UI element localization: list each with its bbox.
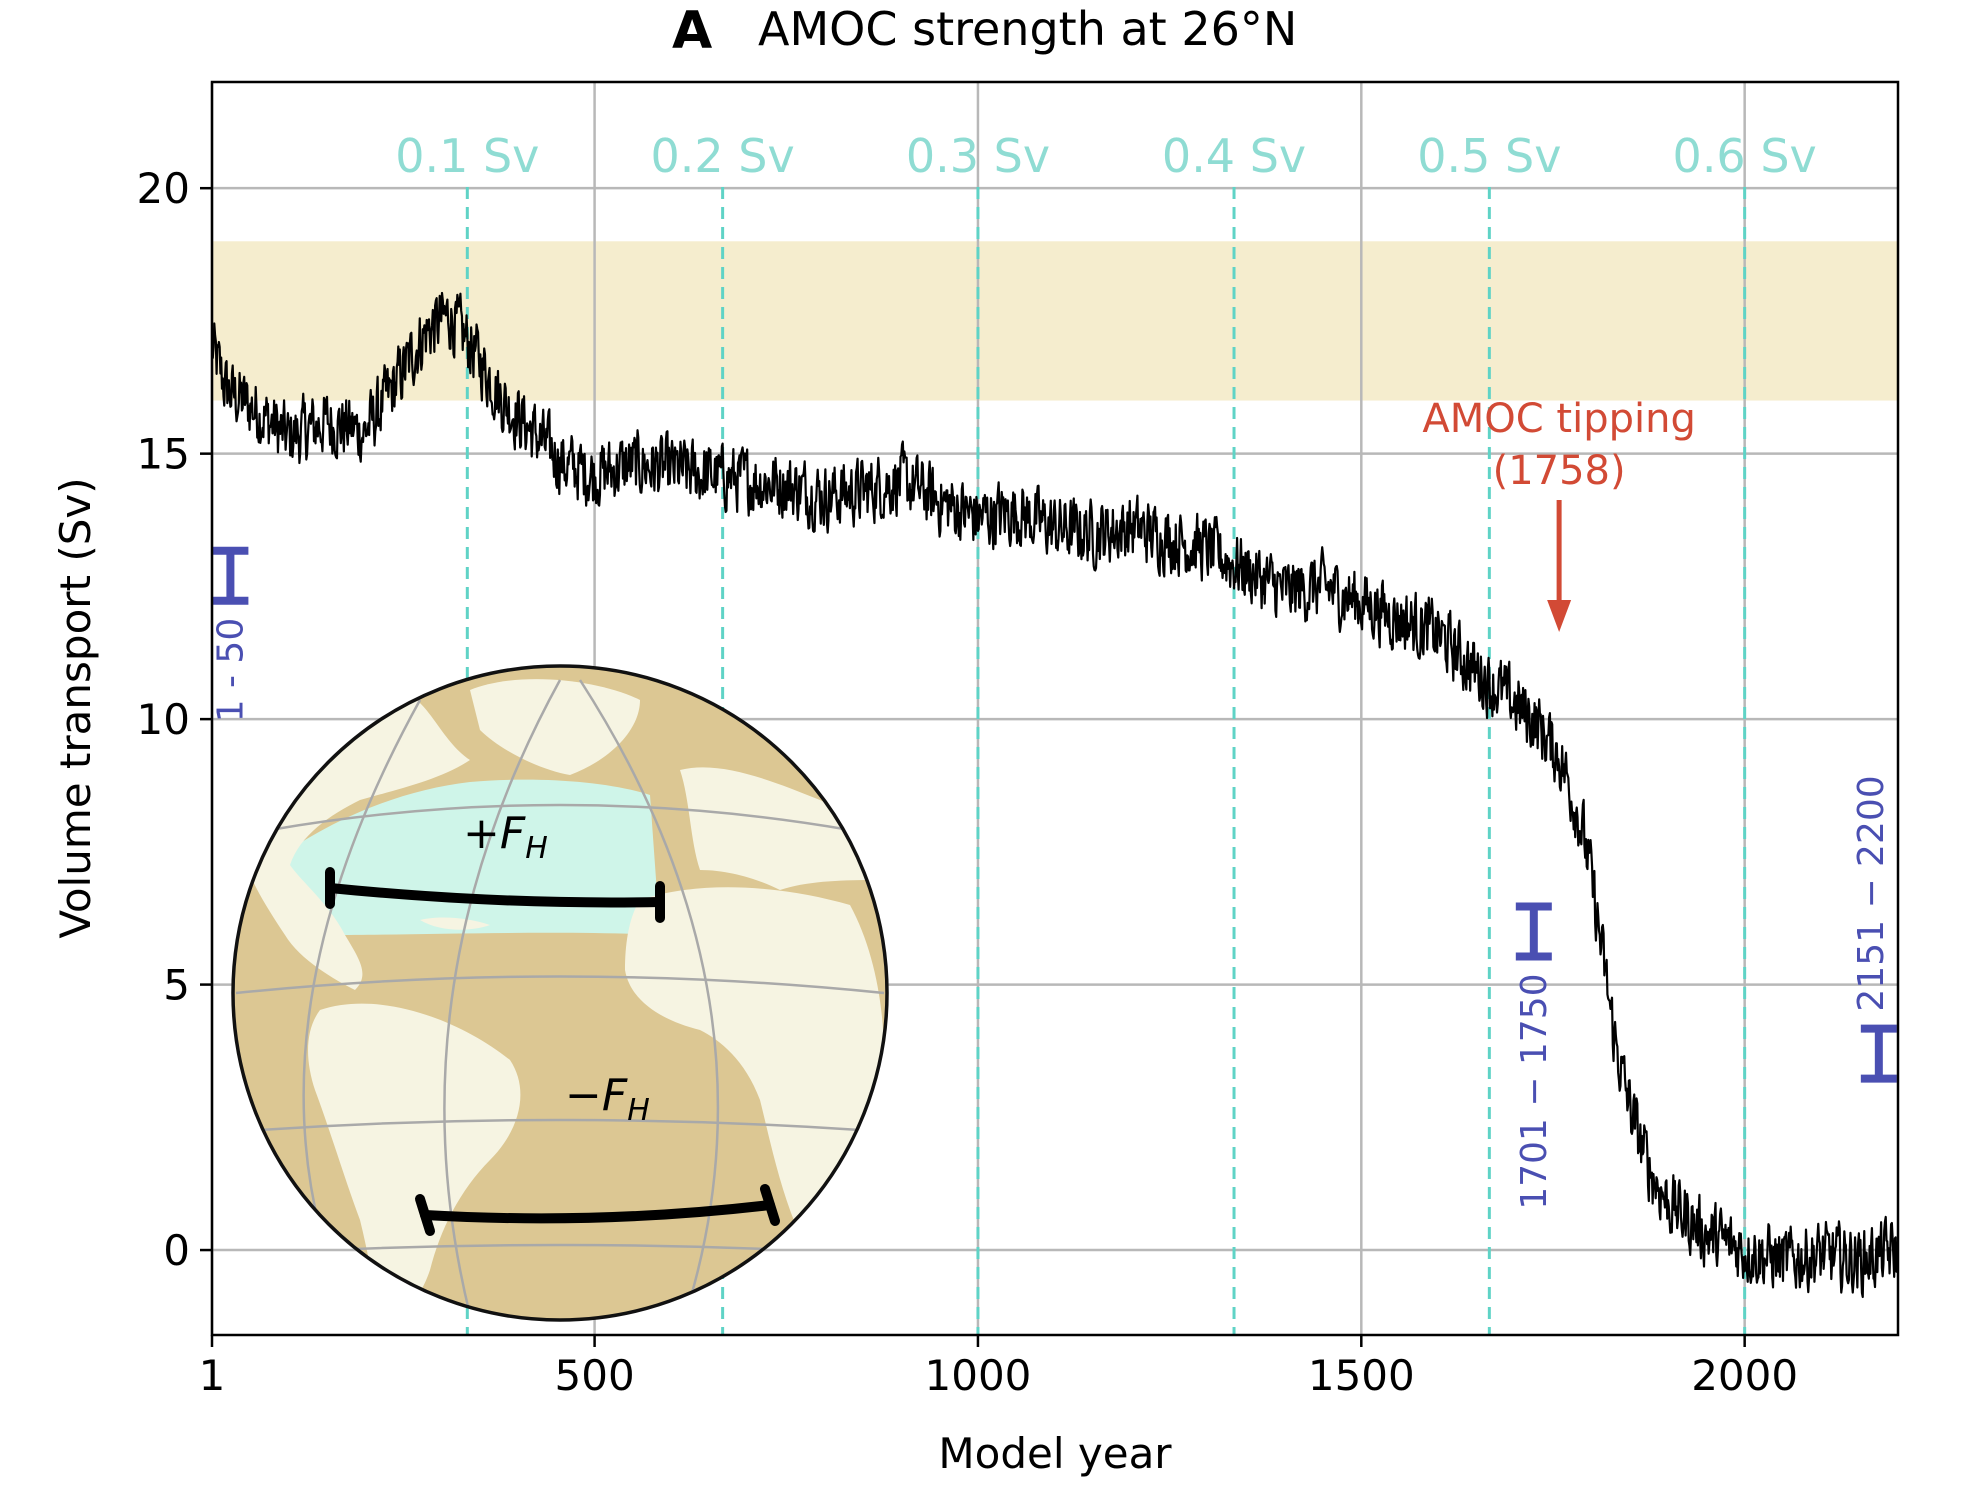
- x-tick-label: 500: [555, 1351, 635, 1400]
- label-north-sub: H: [525, 831, 548, 866]
- y-tick-label: 10: [137, 695, 190, 744]
- x-tick-label: 1: [199, 1351, 226, 1400]
- forcing-label: 0.4 Sv: [1162, 129, 1306, 183]
- forcing-label: 0.5 Sv: [1417, 129, 1561, 183]
- title-text: AMOC strength at 26°N: [758, 2, 1297, 56]
- label-south-sub: H: [627, 1093, 650, 1128]
- land-caribbean: [420, 917, 490, 930]
- forcing-label: 0.6 Sv: [1673, 129, 1817, 183]
- tipping-year-label: (1758): [1493, 448, 1626, 494]
- averaging-period-marker: 1701 − 1750: [1514, 902, 1555, 1210]
- observed-range-band: [212, 241, 1898, 401]
- period-label: 2151 − 2200: [1851, 775, 1892, 1011]
- label-south-forcing: −FH: [565, 1070, 650, 1128]
- forcing-markers: 0.1 Sv 0.2 Sv 0.3 Sv 0.4 Sv 0.5 Sv 0.6 Sv: [395, 129, 1817, 1335]
- x-tick-label: 1500: [1308, 1351, 1415, 1400]
- land-africa: [625, 887, 884, 1235]
- label-north-forcing: +FH: [463, 808, 548, 866]
- globe-outline: [231, 664, 889, 1322]
- y-tick-label: 0: [163, 1226, 190, 1275]
- land-greenland: [470, 679, 640, 775]
- period-label: 1 - 50: [210, 618, 251, 723]
- y-axis-label: Volume transport (Sv): [51, 477, 100, 938]
- transect-south: [415, 1184, 780, 1236]
- tipping-arrow-head: [1547, 600, 1572, 632]
- panel-letter: A: [672, 1, 712, 61]
- label-south-main: −F: [565, 1070, 628, 1121]
- y-tick-label: 5: [163, 961, 190, 1010]
- observed-band-layer: [212, 241, 1898, 401]
- averaging-periods: 1 - 50 1701 − 1750 2151 − 2200: [210, 546, 1897, 1210]
- inset-globe: +FH −FH: [231, 664, 889, 1322]
- land-south-america: [308, 1003, 521, 1320]
- forcing-label: 0.1 Sv: [395, 129, 539, 183]
- averaging-period-marker: 1 - 50: [210, 546, 251, 723]
- land-europe: [680, 767, 885, 890]
- series-layer: [212, 291, 1898, 1299]
- axes-frame: [210, 80, 1900, 1337]
- chart-title: A AMOC strength at 26°N: [672, 1, 1297, 61]
- averaging-period-marker: 2151 − 2200: [1851, 775, 1897, 1083]
- tipping-label: AMOC tipping: [1422, 396, 1695, 442]
- y-tick-label: 15: [137, 430, 190, 479]
- x-axis-label: Model year: [938, 1429, 1172, 1478]
- label-north-main: +F: [463, 808, 526, 859]
- transect-north: [325, 867, 665, 923]
- forcing-label: 0.2 Sv: [651, 129, 795, 183]
- tipping-annotation: AMOC tipping (1758): [1422, 396, 1696, 632]
- amoc-series-line: [212, 291, 1898, 1299]
- period-label: 1701 − 1750: [1514, 973, 1555, 1209]
- forcing-label: 0.3 Sv: [906, 129, 1050, 183]
- x-tick-label: 2000: [1691, 1351, 1798, 1400]
- y-tick-label: 20: [137, 164, 190, 213]
- x-tick-label: 1000: [925, 1351, 1032, 1400]
